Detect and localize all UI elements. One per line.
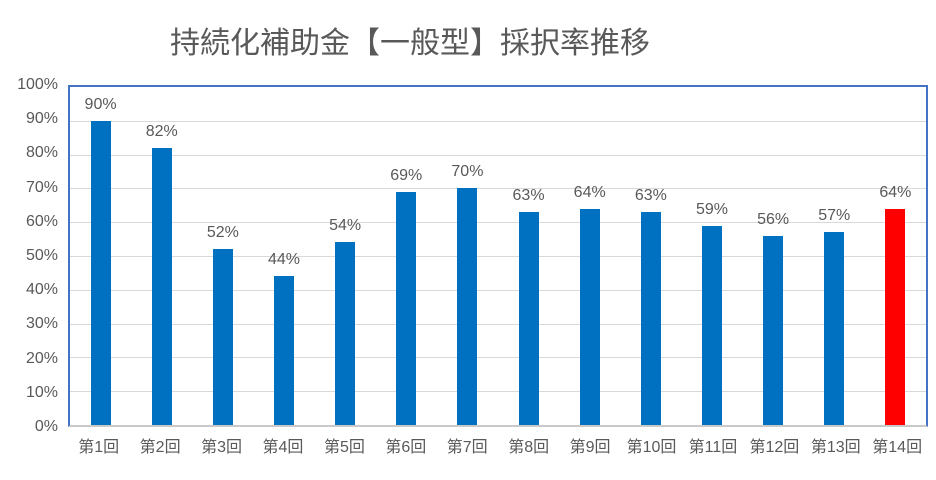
bar-value-label: 64% (573, 183, 606, 201)
bar-第6回 (396, 191, 417, 425)
x-tick-label: 第6回 (385, 439, 427, 456)
bar-第11回 (701, 225, 722, 425)
x-tick-label: 第8回 (508, 439, 550, 456)
y-tick-label: 30% (25, 315, 58, 333)
y-tick-label: 10% (25, 383, 58, 401)
bar-value-label: 44% (267, 251, 300, 269)
bar-value-label: 52% (206, 224, 239, 242)
bar-group-7: 70% (437, 87, 498, 425)
gridline (70, 188, 926, 190)
y-tick-label: 20% (25, 349, 58, 367)
gridline (70, 357, 926, 359)
x-tick-label: 第7回 (446, 439, 488, 456)
bar-第5回 (335, 242, 356, 425)
bar-value-label: 64% (879, 183, 912, 201)
bar-group-1: 90% (70, 87, 131, 425)
bar-group-3: 52% (192, 87, 253, 425)
y-tick-label: 60% (25, 212, 58, 230)
bar-value-label: 63% (512, 187, 545, 205)
bar-group-9: 64% (559, 87, 620, 425)
bar-第12回 (763, 235, 784, 425)
x-tick-label: 第12回 (749, 439, 800, 456)
gridline (70, 256, 926, 257)
bar-value-label: 57% (818, 207, 851, 225)
plot-area: 90% 82% 52% 44% 54% 69% 70% 63% 64% 63% 59% 56% 57% 6… (68, 85, 928, 427)
y-tick-label: 100% (17, 76, 58, 93)
bar-group-10: 63% (620, 87, 681, 425)
y-tick-label: 80% (25, 144, 58, 162)
bar-第7回 (457, 188, 478, 425)
bar-第14回 (885, 208, 906, 425)
bar-第8回 (518, 212, 539, 425)
bar-value-label: 70% (451, 163, 484, 181)
bar-value-label: 69% (390, 166, 423, 184)
chart-title: 持続化補助金【一般型】採択率推移 (170, 27, 650, 60)
x-tick-label: 第1回 (78, 439, 120, 456)
x-tick-label: 第5回 (323, 439, 365, 456)
y-tick-label: 0% (34, 418, 58, 435)
bar-第1回 (90, 120, 111, 425)
bar-group-13: 57% (804, 87, 865, 425)
bar-group-5: 54% (315, 87, 376, 425)
gridline (70, 222, 926, 224)
bar-series: 90% 82% 52% 44% 54% 69% 70% 63% 64% 63% 59% 56% 57% 6… (70, 87, 926, 425)
x-tick-label: 第3回 (201, 439, 242, 456)
bar-value-label: 54% (329, 217, 362, 235)
x-tick-label: 第11回 (688, 439, 738, 456)
bar-group-11: 59% (681, 87, 742, 425)
gridline (70, 120, 926, 122)
y-tick-label: 90% (25, 110, 58, 128)
x-tick-label: 第2回 (139, 439, 181, 456)
bar-value-label: 56% (757, 210, 790, 228)
gridline (70, 323, 926, 325)
y-tick-label: 70% (25, 178, 58, 196)
gridline (70, 154, 926, 156)
bar-第4回 (273, 276, 294, 425)
x-tick-label: 第9回 (569, 439, 611, 456)
y-tick-label: 40% (25, 281, 58, 299)
x-tick-label: 第13回 (810, 439, 861, 456)
bar-value-label: 82% (145, 122, 178, 140)
bar-第10回 (640, 212, 661, 425)
x-tick-label: 第10回 (626, 439, 677, 456)
bar-第2回 (151, 147, 172, 425)
bar-value-label: 90% (84, 95, 117, 113)
bar-group-14: 64% (865, 87, 926, 425)
bar-第9回 (579, 208, 600, 425)
bar-第3回 (212, 249, 233, 425)
bar-value-label: 63% (634, 187, 667, 205)
bar-group-6: 69% (376, 87, 437, 425)
x-tick-label: 第14回 (872, 439, 923, 456)
gridline (70, 391, 926, 393)
plot-inner: 90% 82% 52% 44% 54% 69% 70% 63% 64% 63% 59% 56% 57% 6… (70, 87, 926, 425)
gridline (70, 289, 926, 291)
bar-group-4: 44% (253, 87, 314, 425)
y-tick-label: 50% (25, 247, 58, 264)
x-tick-label: 第4回 (262, 439, 304, 456)
y-axis: 100% 90% 80% 70% 60% 50% 40% 30% 20% 10% 0% (0, 76, 58, 435)
bar-group-2: 82% (131, 87, 192, 425)
x-axis: 第1回 第2回 第3回 第4回 第5回 第6回 第7回 第8回 第9回 第10回 第11回 第12回第… (68, 433, 928, 457)
bar-value-label: 59% (695, 200, 728, 218)
bar-group-12: 56% (743, 87, 804, 425)
bar-第13回 (824, 232, 845, 425)
bar-group-8: 63% (498, 87, 559, 425)
